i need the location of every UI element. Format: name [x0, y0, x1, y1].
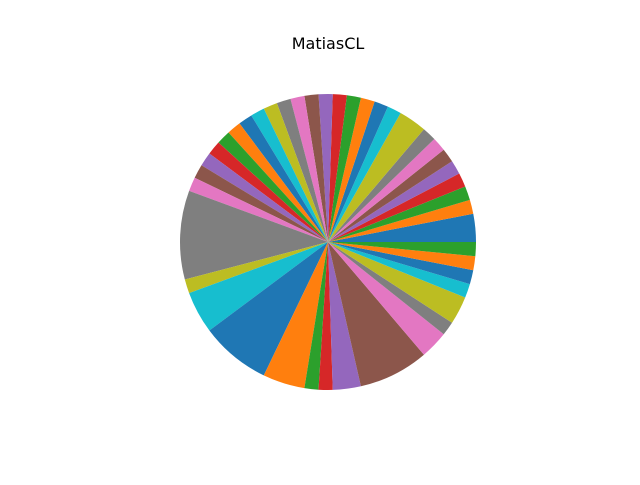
pie-slice-1: [328, 199, 474, 242]
chart-title: MatiasCL: [292, 34, 365, 53]
pie-slice-20: [239, 115, 328, 242]
pie-slice-8: [328, 113, 424, 242]
pie-slice-28: [184, 242, 328, 294]
pie-slice-27: [179, 190, 328, 280]
pie-slice-21: [228, 123, 328, 242]
pie-slice-25: [194, 165, 328, 242]
pie-slice-33: [318, 242, 333, 391]
pie-slice-18: [263, 103, 328, 243]
pie-slice-22: [218, 132, 328, 242]
pie-slice-34: [328, 242, 361, 390]
pie-slice-13: [328, 94, 347, 243]
pie-slice-11: [328, 97, 375, 242]
pie-slice-37: [328, 242, 453, 335]
pie-slice-9: [328, 106, 401, 243]
pie-slice-24: [201, 153, 328, 242]
pie-slice-15: [304, 94, 328, 242]
pie-slice-40: [328, 242, 474, 285]
pie-slice-4: [328, 161, 460, 242]
pie-slice-10: [328, 101, 388, 242]
pie-slice-7: [328, 129, 435, 242]
pie-slice-39: [328, 242, 470, 298]
pie-slice-32: [304, 242, 328, 390]
pie-slice-36: [328, 242, 444, 355]
pie-slice-14: [318, 93, 333, 243]
pie-slice-38: [328, 242, 466, 323]
pie-slice-16: [290, 95, 328, 242]
pie-slice-26: [189, 177, 328, 242]
pie-slice-23: [209, 142, 328, 242]
pie-slice-29: [189, 242, 328, 331]
pie-slice-19: [251, 108, 328, 242]
pie-slice-5: [328, 149, 453, 242]
pie-slice-17: [276, 98, 328, 242]
pie-slice-6: [328, 139, 444, 242]
pie-slice-12: [328, 95, 361, 242]
pie-slice-35: [328, 242, 424, 387]
pie-slice-42: [328, 242, 476, 257]
pie-slice-30: [209, 242, 328, 376]
pie-slice-2: [328, 186, 470, 242]
pie-slice-0: [328, 213, 476, 242]
pie-slice-41: [328, 242, 476, 271]
pie-slices: [179, 93, 476, 391]
pie-slice-3: [328, 173, 466, 242]
pie-slice-31: [263, 242, 328, 389]
